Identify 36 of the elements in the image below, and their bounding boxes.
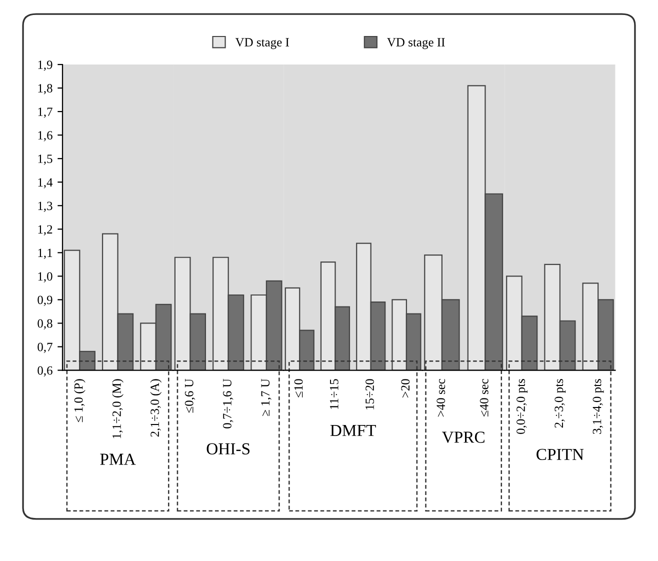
x-tick-label: 0,0÷2,0 pts — [516, 379, 528, 434]
x-tick-label: 0,7÷1,6 U — [223, 378, 234, 428]
y-tick-label: 1,4 — [38, 178, 53, 188]
y-tick-label: 1,5 — [38, 154, 52, 165]
y-tick-label: 1,2 — [38, 225, 52, 236]
y-tick-label: 0,9 — [38, 296, 52, 306]
x-tick-label: 1,1÷2,0 (M) — [112, 379, 124, 438]
y-tick-label: 0,6 — [38, 366, 52, 377]
x-tick-label: 2,÷3,0 pts — [554, 379, 566, 428]
y-tick-label: 0,7 — [38, 342, 52, 353]
x-tick-label: 15÷20 — [366, 379, 374, 410]
x-tick-label: 3,1÷4,0 pts — [592, 379, 604, 434]
x-tick-label: >40 sec — [436, 378, 446, 417]
y-tick-label: 1,9 — [38, 60, 52, 71]
x-tick-label: ≤10 — [294, 379, 303, 398]
y-tick-label: 0,8 — [38, 319, 52, 330]
x-tick-label: 2,1÷3,0 (A) — [150, 379, 162, 437]
x-tick-label: ≤ 1,0 (P) — [74, 379, 86, 422]
x-tick-label: ≥ 1,7 U — [261, 378, 272, 416]
y-tick-label: 1,1 — [38, 248, 52, 259]
y-tick-label: 1,0 — [38, 272, 52, 282]
y-tick-label: 1,3 — [38, 202, 52, 212]
x-axis-title: CPITN — [536, 448, 584, 460]
x-tick-label: ≤40 sec — [480, 378, 488, 417]
x-tick-label: 11÷15 — [330, 379, 338, 409]
x-axis-title: DMFT — [330, 424, 376, 436]
y-tick-label: 1,6 — [38, 131, 52, 142]
x-tick-label: >20 — [401, 379, 410, 398]
y-tick-label: 1,8 — [38, 84, 52, 94]
x-axis-title: VPRC — [442, 432, 484, 443]
legend-label: VD stage II — [387, 38, 445, 50]
y-tick-label: 1,7 — [38, 108, 52, 118]
x-axis-title: OHI-S — [206, 443, 250, 454]
x-axis-title: PMA — [100, 454, 136, 465]
x-tick-label: ≤0,6 U — [184, 378, 196, 413]
legend-label: VD stage I — [235, 38, 289, 50]
